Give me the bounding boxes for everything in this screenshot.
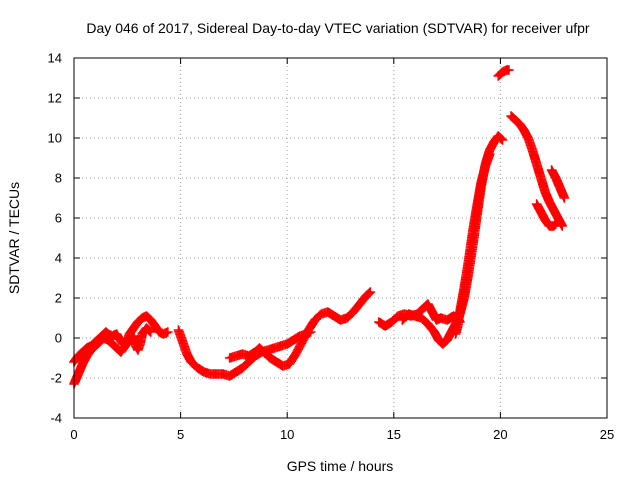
data-point: [144, 326, 155, 336]
data-point: [496, 134, 507, 144]
series-track-b: [69, 323, 156, 389]
data-point: [365, 287, 376, 297]
y-tick-label: 8: [55, 171, 62, 186]
y-tick-label: -2: [50, 371, 62, 386]
y-tick-label: 0: [55, 331, 62, 346]
x-axis-title: GPS time / hours: [287, 458, 394, 474]
grid: [74, 58, 607, 418]
y-tick-label: 4: [55, 251, 62, 266]
data-point: [551, 219, 561, 229]
data-point: [163, 327, 173, 337]
y-axis-title: SDTVAR / TECUs: [6, 182, 22, 294]
series-track-k: [546, 165, 570, 203]
x-tick-label: 15: [387, 427, 401, 442]
series-track-i: [506, 111, 568, 231]
y-tick-label: -4: [50, 411, 62, 426]
data-point: [504, 65, 514, 75]
x-tick-label: 5: [177, 427, 184, 442]
axis-ticks: [73, 57, 608, 419]
y-tick-label: 14: [48, 51, 62, 66]
data-series: [69, 65, 570, 389]
series-track-g: [450, 149, 495, 339]
y-tick-label: 6: [55, 211, 62, 226]
data-point: [549, 220, 560, 230]
y-tick-label: 2: [55, 291, 62, 306]
x-tick-label: 10: [280, 427, 294, 442]
data-point: [145, 327, 156, 337]
data-point: [557, 221, 568, 231]
plot-frame: [73, 57, 608, 419]
y-tick-label: 12: [48, 91, 62, 106]
tick-labels: 0 5 10 15 20 25 -4 -2 0 2 4 6 8 10 12 14: [48, 51, 615, 443]
x-tick-label: 25: [600, 427, 614, 442]
series-track-h: [493, 65, 514, 81]
y-tick-label: 10: [48, 131, 62, 146]
data-point: [559, 193, 570, 203]
data-point: [484, 149, 495, 159]
x-tick-label: 20: [493, 427, 507, 442]
series-track-d: [224, 287, 376, 371]
chart-title: Day 046 of 2017, Sidereal Day-to-day VTE…: [86, 20, 590, 36]
data-point: [497, 135, 508, 145]
series-track-j: [531, 199, 561, 231]
data-point: [364, 288, 375, 298]
x-tick-label: 0: [70, 427, 77, 442]
